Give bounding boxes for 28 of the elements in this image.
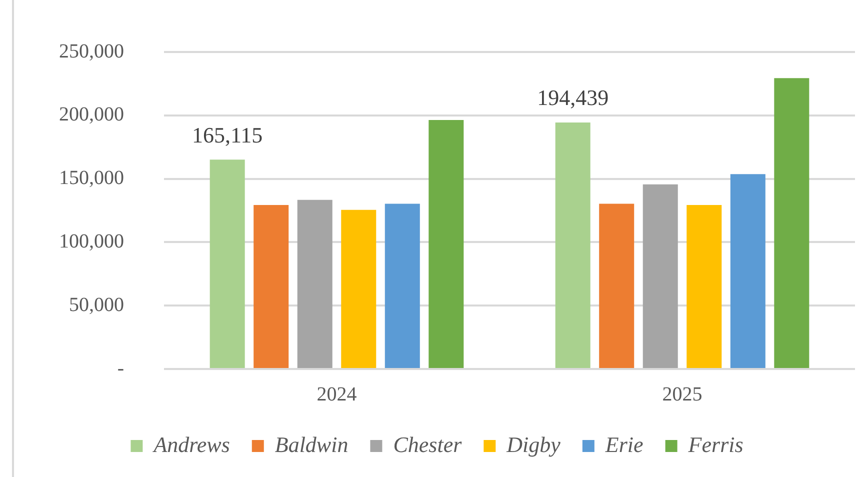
- legend-label: Ferris: [687, 432, 744, 457]
- bar: [599, 204, 634, 368]
- y-tick-label: 150,000: [59, 167, 124, 190]
- y-tick-label: 100,000: [59, 230, 124, 252]
- legend-label: Chester: [393, 432, 462, 457]
- bar: [774, 78, 810, 368]
- y-tick-label: -: [117, 357, 124, 380]
- data-label: 165,115: [192, 122, 263, 148]
- data-label: 194,439: [537, 85, 609, 110]
- x-tick-label: 2025: [662, 383, 702, 406]
- bar: [341, 210, 376, 368]
- y-tick-label: 200,000: [59, 104, 124, 126]
- bar: [254, 205, 289, 368]
- y-tick-label: 250,000: [59, 40, 124, 62]
- legend-label: Baldwin: [274, 432, 348, 457]
- legend-label: Erie: [604, 432, 644, 457]
- y-tick-label: 50,000: [69, 294, 124, 316]
- bar: [297, 200, 332, 368]
- bar: [730, 174, 766, 368]
- bar: [686, 205, 722, 368]
- bar: [210, 160, 245, 368]
- x-tick-label: 2024: [316, 383, 357, 406]
- legend-label: Digby: [506, 432, 561, 457]
- legend-label: Andrews: [152, 432, 230, 457]
- bar: [428, 120, 464, 368]
- bar: [555, 122, 590, 368]
- bar: [642, 184, 678, 368]
- bar: [384, 204, 420, 368]
